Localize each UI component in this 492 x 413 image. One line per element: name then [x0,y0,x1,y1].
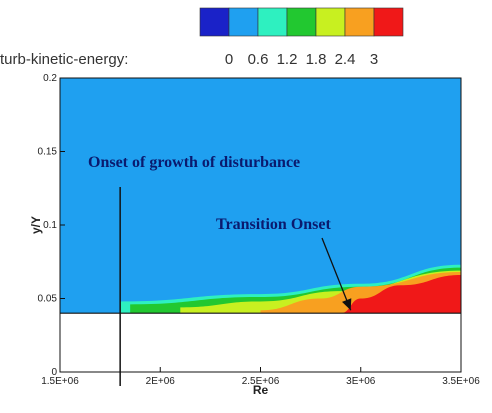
legend-swatch [257,7,288,37]
annotations: Onset of growth of disturbance Transition… [88,154,352,386]
legend-label: 0 [225,51,233,68]
x-tick-label: 1.5E+06 [41,376,79,387]
transition-arrow-shaft [321,237,352,311]
legend-label: 1.2 [277,51,298,68]
legend-swatch [286,7,317,37]
annotation-transition-onset: Transition Onset [216,216,332,233]
legend-swatch [344,7,375,37]
legend-label: 1.8 [306,51,327,68]
colorbar-legend: 0 0.6 1.2 1.8 2.4 3 [199,7,404,68]
legend-swatch [373,7,404,37]
y-axis-title: y/Y [29,216,43,234]
contour-band [340,274,461,314]
x-tick-label: 2.5E+06 [242,376,280,387]
field-background-level [60,78,461,314]
y-tick-label: 0.05 [38,294,58,305]
legend-swatch [199,7,230,37]
transition-arrowhead [342,298,352,311]
legend-label: 3 [370,51,378,68]
legend-swatch [315,7,346,37]
x-tick-label: 3.5E+06 [442,376,480,387]
legend-label: 2.4 [335,51,356,68]
legend-variable-label: turb-kinetic-energy: [0,51,128,68]
legend-swatch [228,7,259,37]
y-tick-label: 0.2 [43,73,57,84]
x-axis-title: Re [253,383,269,397]
x-tick-label: 3E+06 [346,376,376,387]
plot-area [60,78,462,372]
axes: 1.5E+06 2E+06 2.5E+06 3E+06 3.5E+06 0 0.05 0.1 0… [29,73,480,397]
legend-label: 0.6 [248,51,269,68]
y-tick-label: 0 [51,367,57,378]
y-tick-label: 0.15 [38,147,58,158]
annotation-onset-growth: Onset of growth of disturbance [88,154,300,171]
y-tick-label: 0.1 [43,220,57,231]
x-tick-label: 2E+06 [146,376,176,387]
